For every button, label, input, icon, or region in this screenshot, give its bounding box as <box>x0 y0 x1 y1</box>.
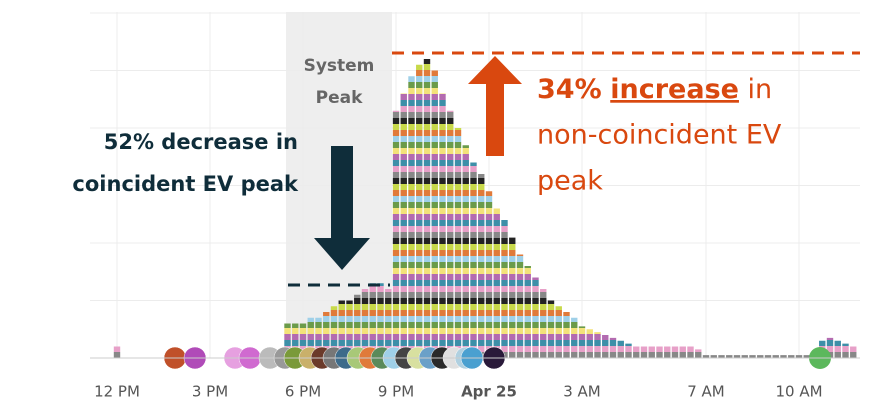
x-tick-label: 3 PM <box>192 383 228 401</box>
x-tick-label: 3 AM <box>563 383 601 401</box>
bar <box>710 355 717 358</box>
bar <box>346 300 353 358</box>
bar <box>795 355 803 358</box>
bar <box>741 355 748 358</box>
bar <box>485 191 493 358</box>
bar <box>113 346 121 358</box>
bar <box>842 343 849 358</box>
bar <box>733 355 741 358</box>
bar <box>803 355 810 358</box>
bar <box>826 337 834 358</box>
bar <box>788 355 795 358</box>
bar <box>439 93 446 358</box>
bar <box>509 237 516 358</box>
bar <box>516 254 524 358</box>
bar <box>377 283 384 358</box>
annotation: peak <box>537 166 603 197</box>
bar <box>780 355 787 358</box>
annotation-word: increase <box>610 74 739 105</box>
bar <box>671 346 679 358</box>
bar <box>656 346 663 358</box>
bar <box>323 312 330 358</box>
bar <box>757 355 764 358</box>
x-tick-label: 12 PM <box>94 383 140 401</box>
bar <box>408 76 415 358</box>
bar <box>602 335 609 358</box>
x-tick-label: Apr 25 <box>461 383 517 401</box>
bar <box>594 332 601 358</box>
bar <box>416 64 423 358</box>
annotation: 52% decrease in <box>104 130 298 154</box>
bar <box>609 337 617 358</box>
bar <box>664 346 671 358</box>
down-arrow <box>314 146 370 270</box>
bar <box>702 355 710 358</box>
bar <box>571 317 578 358</box>
bar <box>695 349 702 358</box>
annotation: coincident EV peak <box>72 172 299 196</box>
annotation: System <box>304 56 375 76</box>
bar <box>617 340 624 358</box>
annotation: 34% increase in <box>537 74 772 105</box>
x-tick-label: 7 AM <box>687 383 725 401</box>
bar <box>315 317 322 358</box>
bar <box>454 128 462 358</box>
bar <box>400 93 407 358</box>
bar <box>540 289 547 358</box>
bar <box>532 277 539 358</box>
annotation-text: in <box>748 74 773 105</box>
bar <box>330 306 338 358</box>
bar <box>633 346 640 358</box>
bar <box>431 70 438 358</box>
bar <box>640 346 648 358</box>
bar <box>687 346 694 358</box>
bar <box>555 306 562 358</box>
bar <box>764 355 772 358</box>
bar <box>718 355 725 358</box>
bar <box>462 145 469 358</box>
bar <box>493 208 500 358</box>
x-tick-label: 6 PM <box>285 383 321 401</box>
bar <box>478 174 485 358</box>
bar <box>354 294 361 358</box>
bar <box>385 289 392 358</box>
bar <box>648 346 655 358</box>
bar <box>524 266 531 358</box>
bar <box>547 300 555 358</box>
bar <box>586 329 593 358</box>
bar <box>299 323 307 358</box>
x-tick-label: 10 AM <box>775 383 822 401</box>
bar <box>625 343 632 358</box>
bar <box>578 326 586 358</box>
annotation: Peak <box>316 88 363 108</box>
bar <box>726 355 733 358</box>
bar <box>772 355 779 358</box>
bar <box>392 110 400 358</box>
bar <box>338 300 345 358</box>
bar <box>447 110 454 358</box>
bar <box>470 162 477 358</box>
x-tick-label: 9 PM <box>378 383 414 401</box>
annotation: non-coincident EV <box>537 120 782 151</box>
bar <box>679 346 686 358</box>
bar <box>307 317 314 358</box>
bar <box>369 283 376 358</box>
up-arrow <box>468 56 522 156</box>
bar <box>423 59 431 358</box>
bar <box>361 289 369 358</box>
bar <box>501 220 508 358</box>
annotation-pct: 34% <box>537 74 602 105</box>
bar <box>563 312 570 358</box>
bar <box>749 355 756 358</box>
bar <box>850 346 857 358</box>
bar <box>834 340 841 358</box>
bar <box>292 323 299 358</box>
bar <box>284 323 291 358</box>
